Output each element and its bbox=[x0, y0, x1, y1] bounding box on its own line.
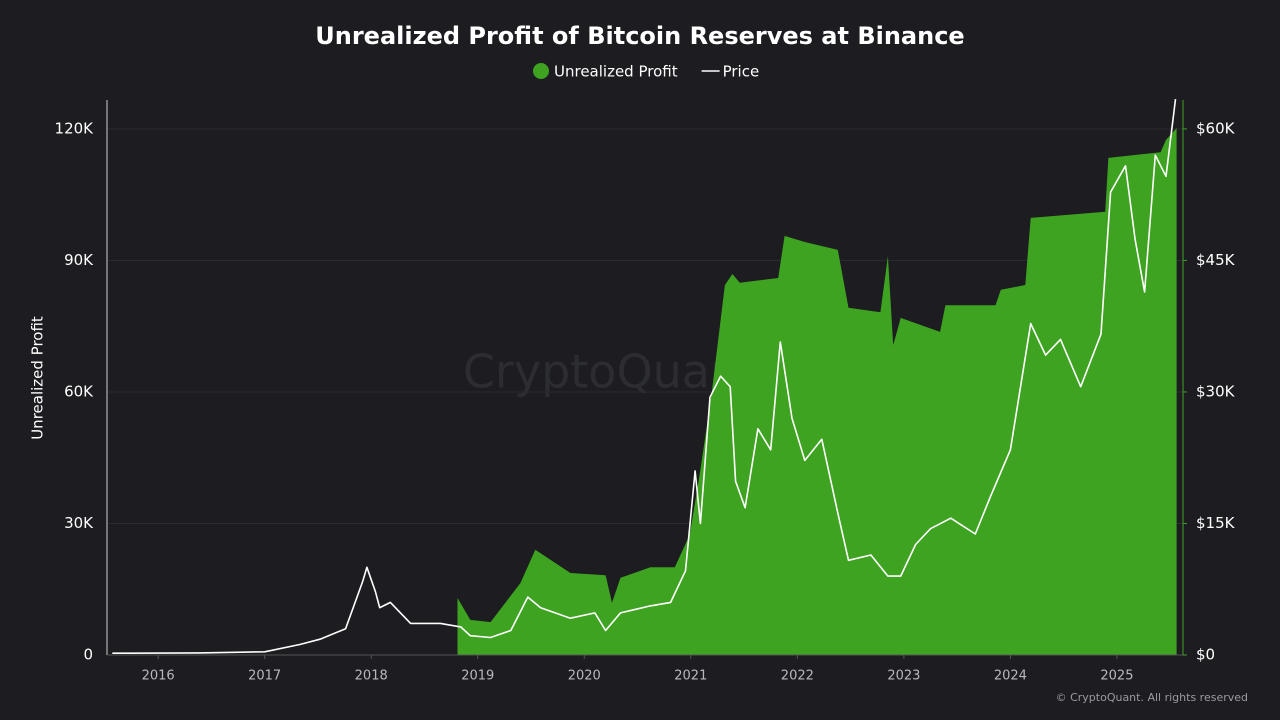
y-tick-label: 60K bbox=[64, 382, 94, 400]
x-tick-label: 2022 bbox=[781, 669, 814, 684]
legend-label: Price bbox=[723, 63, 760, 81]
profit-area bbox=[457, 128, 1177, 656]
legend-label: Unrealized Profit bbox=[554, 63, 678, 81]
y2-tick-label: $60K bbox=[1196, 119, 1236, 137]
y2-tick-label: $15K bbox=[1196, 514, 1236, 532]
y2-tick-label: $45K bbox=[1196, 251, 1236, 269]
y-tick-label: 0 bbox=[83, 646, 93, 664]
y-tick-label: 90K bbox=[64, 251, 94, 269]
x-tick-label: 2025 bbox=[1100, 669, 1133, 684]
x-tick-label: 2018 bbox=[355, 669, 388, 684]
watermark: CryptoQuant bbox=[463, 345, 757, 399]
legend-swatch bbox=[533, 63, 549, 79]
y2-tick-label: $30K bbox=[1196, 382, 1236, 400]
footer: © CryptoQuant. All rights reserved bbox=[1056, 691, 1248, 704]
price-line bbox=[112, 99, 1177, 654]
y-tick-label: 30K bbox=[64, 514, 94, 532]
y-tick-label: 120K bbox=[55, 119, 95, 137]
x-tick-label: 2019 bbox=[461, 669, 494, 684]
y2-tick-label: $0 bbox=[1196, 646, 1215, 664]
chart-title: Unrealized Profit of Bitcoin Reserves at… bbox=[315, 22, 964, 50]
x-tick-label: 2016 bbox=[142, 669, 175, 684]
x-tick-label: 2020 bbox=[568, 669, 601, 684]
x-tick-label: 2017 bbox=[248, 669, 281, 684]
x-tick-label: 2024 bbox=[994, 669, 1027, 684]
y-axis-label: Unrealized Profit bbox=[29, 316, 47, 440]
x-tick-label: 2023 bbox=[887, 669, 920, 684]
x-tick-label: 2021 bbox=[674, 669, 707, 684]
